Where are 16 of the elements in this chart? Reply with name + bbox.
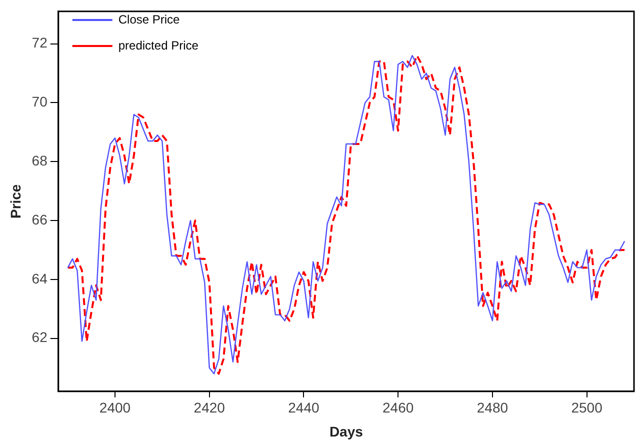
y-tick-label: 68 <box>32 152 48 168</box>
x-tick-label: 2440 <box>288 400 320 416</box>
y-tick-label: 66 <box>32 211 48 228</box>
x-tick-label: 2500 <box>571 400 603 416</box>
x-tick-label: 2420 <box>194 400 226 416</box>
legend-label: Close Price <box>118 12 180 26</box>
y-tick-label: 62 <box>32 329 48 346</box>
x-tick-label: 2400 <box>99 400 131 416</box>
legend-label: predicted Price <box>118 38 199 52</box>
y-tick-label: 70 <box>32 94 48 110</box>
y-tick-label: 72 <box>32 34 48 51</box>
x-tick-label: 2480 <box>476 400 508 416</box>
x-tick-label: 2460 <box>382 400 414 416</box>
x-axis-title: Days <box>329 423 364 440</box>
y-tick-label: 64 <box>32 270 48 286</box>
y-axis-title: Price <box>7 184 24 219</box>
